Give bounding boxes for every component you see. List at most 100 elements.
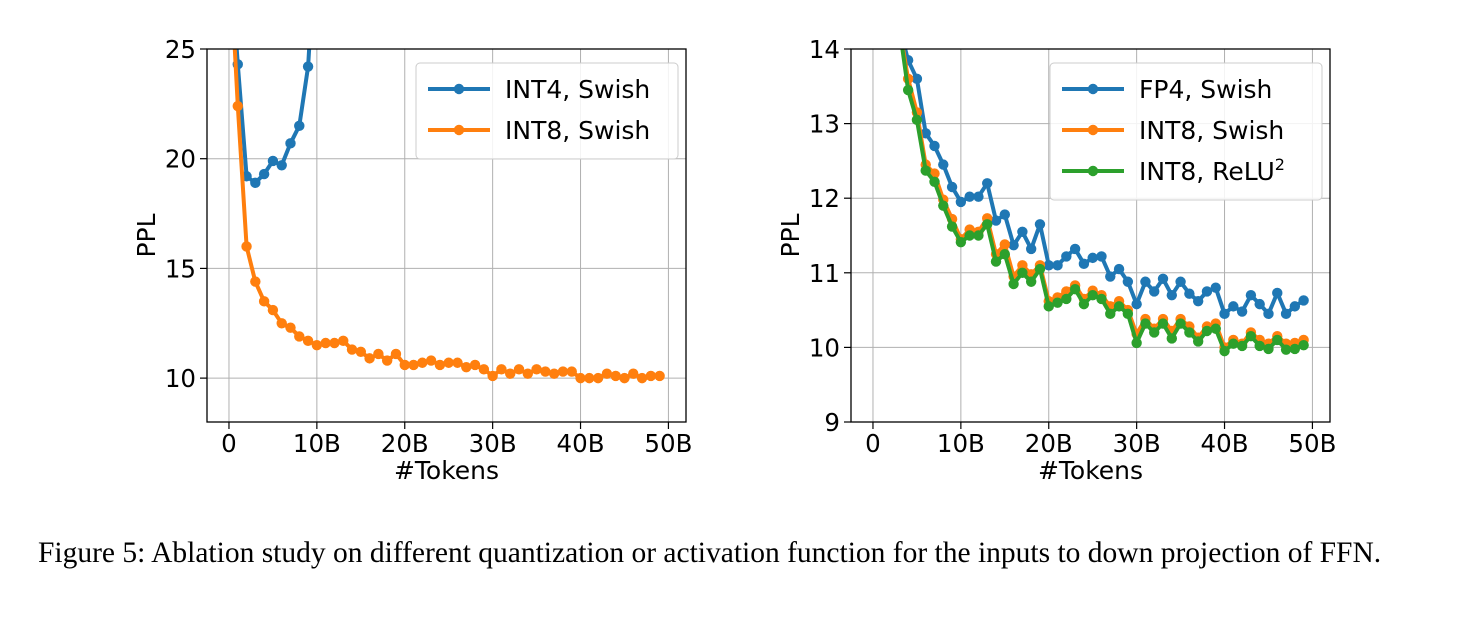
- data-point: [1052, 260, 1063, 271]
- data-point: [276, 318, 287, 329]
- data-point: [241, 241, 252, 252]
- legend-swatch-marker: [1087, 124, 1099, 136]
- legend-label: FP4, Swish: [1139, 75, 1272, 104]
- data-point: [1113, 263, 1125, 275]
- data-point: [267, 304, 279, 316]
- data-point: [929, 140, 940, 152]
- series-line: [232, 49, 662, 381]
- series-1: [232, 49, 314, 189]
- data-point: [1096, 293, 1107, 305]
- data-point: [990, 215, 1002, 226]
- data-point: [929, 176, 940, 187]
- x-tick-label: 10B: [293, 429, 341, 458]
- legend-label: INT8, Swish: [505, 116, 650, 145]
- data-point: [1228, 301, 1239, 312]
- data-point: [645, 370, 657, 382]
- data-point: [1254, 340, 1265, 352]
- data-point: [496, 364, 507, 375]
- data-point: [955, 196, 967, 208]
- legend-box: [1049, 62, 1323, 201]
- data-point: [1113, 301, 1125, 312]
- data-point: [1245, 331, 1257, 342]
- legend-label: INT4, Swish: [505, 75, 650, 104]
- data-point: [911, 114, 923, 126]
- series-3: [900, 49, 1309, 357]
- data-point: [982, 178, 993, 189]
- x-tick-label: 30B: [1113, 429, 1161, 458]
- series-2: [232, 49, 665, 384]
- figure-caption: Figure 5: Ablation study on different qu…: [38, 537, 1382, 569]
- y-tick-label: 10: [165, 364, 196, 393]
- data-point: [1201, 286, 1213, 297]
- data-point: [1192, 336, 1204, 347]
- data-point: [294, 331, 305, 342]
- data-point: [654, 370, 665, 382]
- data-point: [522, 368, 533, 379]
- data-point: [443, 357, 454, 368]
- data-point: [1289, 301, 1301, 312]
- data-point: [973, 230, 984, 241]
- data-point: [920, 165, 931, 176]
- data-point: [1122, 276, 1134, 287]
- x-tick-label: 0: [221, 429, 237, 458]
- data-point: [955, 237, 967, 248]
- data-point: [1149, 286, 1160, 297]
- data-point: [1017, 260, 1028, 271]
- data-point: [1122, 308, 1134, 320]
- series-1: [902, 49, 1309, 320]
- data-point: [1087, 289, 1098, 301]
- y-tick-label: 12: [809, 184, 840, 213]
- data-point: [1008, 239, 1019, 251]
- plot-frame: [206, 48, 687, 423]
- data-point: [1263, 308, 1274, 320]
- data-point: [938, 159, 949, 170]
- data-point: [548, 368, 560, 379]
- data-point: [1272, 287, 1283, 299]
- data-point: [1034, 263, 1046, 275]
- data-point: [478, 364, 490, 375]
- data-point: [390, 348, 402, 360]
- data-point: [364, 353, 375, 364]
- y-tick-label: 10: [809, 333, 840, 362]
- data-point: [267, 155, 279, 167]
- data-point: [566, 366, 577, 377]
- data-point: [1175, 276, 1186, 287]
- data-point: [1219, 345, 1230, 357]
- data-point: [1298, 339, 1309, 351]
- y-axis-label: PPL: [776, 213, 805, 257]
- data-point: [320, 337, 331, 349]
- data-point: [399, 359, 410, 371]
- data-point: [1131, 337, 1142, 349]
- y-tick-label: 13: [809, 110, 840, 139]
- data-point: [1140, 276, 1151, 287]
- data-point: [1280, 344, 1292, 355]
- data-point: [258, 168, 270, 180]
- data-point: [338, 335, 349, 347]
- data-point: [250, 276, 261, 287]
- data-point: [946, 181, 958, 193]
- data-point: [232, 100, 243, 112]
- x-tick-label: 20B: [381, 429, 429, 458]
- data-point: [294, 120, 305, 131]
- data-point: [1175, 318, 1186, 329]
- data-point: [1149, 327, 1160, 338]
- data-point: [1236, 306, 1248, 317]
- data-point: [1210, 323, 1221, 334]
- data-point: [964, 191, 975, 202]
- data-point: [1061, 251, 1072, 262]
- data-point: [592, 372, 604, 384]
- data-point: [425, 355, 437, 366]
- x-tick-label: 20B: [1025, 429, 1073, 458]
- data-point: [540, 366, 551, 377]
- data-point: [911, 73, 923, 85]
- data-point: [1192, 295, 1204, 307]
- data-point: [1052, 297, 1063, 308]
- data-point: [531, 364, 542, 375]
- data-point: [1245, 289, 1257, 301]
- data-point: [973, 191, 984, 202]
- x-tick-label: 10B: [937, 429, 985, 458]
- data-point: [505, 368, 516, 379]
- y-axis-label: PPL: [132, 213, 161, 257]
- data-point: [285, 322, 296, 333]
- data-point: [1069, 243, 1081, 255]
